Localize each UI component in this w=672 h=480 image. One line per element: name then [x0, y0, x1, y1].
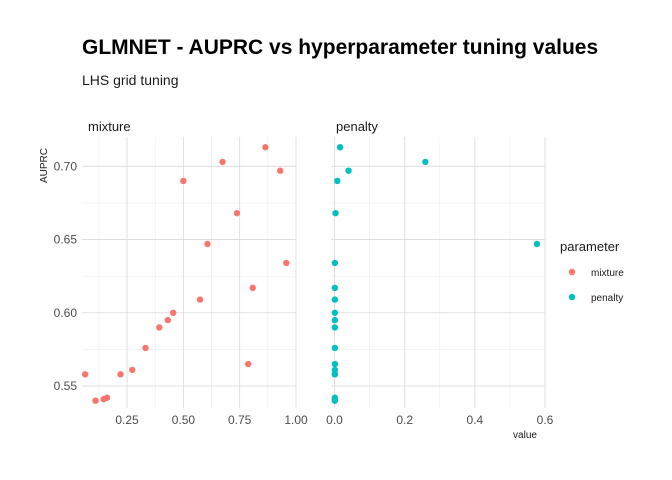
y-tick-label: 0.65: [54, 233, 78, 247]
data-point-penalty: [331, 316, 339, 324]
facet-label-penalty: penalty: [336, 119, 378, 134]
x-tick-label: 0.2: [396, 413, 413, 427]
data-point-penalty: [331, 366, 339, 374]
data-point-mixture: [249, 284, 256, 292]
data-point-mixture: [103, 394, 111, 401]
panel-mixture: 0.25 0.50 0.75 1.00 mixture: [81, 119, 308, 427]
data-point-penalty: [331, 397, 339, 404]
data-point-penalty: [422, 158, 429, 166]
data-point-mixture: [245, 360, 252, 368]
data-point-mixture: [233, 209, 241, 217]
y-tick-label: 0.70: [54, 159, 78, 173]
panel-penalty: 0.0 0.2 0.4 0.6 penalty: [326, 119, 553, 427]
legend-key-penalty: [568, 293, 576, 301]
data-point-mixture: [117, 371, 124, 378]
data-point-penalty: [331, 296, 339, 303]
data-point-penalty: [331, 309, 339, 316]
data-point-mixture: [129, 366, 136, 374]
data-point-mixture: [170, 309, 177, 316]
data-point-penalty: [334, 177, 341, 185]
chart-title: GLMNET - AUPRC vs hyperparameter tuning …: [82, 36, 599, 59]
data-point-mixture: [277, 167, 284, 174]
data-point-mixture: [156, 324, 163, 331]
data-point-mixture: [196, 296, 204, 303]
y-axis: 0.55 0.60 0.65 0.70: [54, 159, 78, 393]
data-point-penalty: [345, 167, 352, 174]
y-tick-label: 0.55: [54, 379, 78, 393]
data-point-penalty: [331, 259, 339, 267]
x-tick-label: 1.00: [284, 413, 308, 427]
data-point-mixture: [262, 144, 269, 151]
x-tick-label: 0.50: [172, 413, 196, 427]
data-point-mixture: [283, 259, 290, 267]
data-point-mixture: [81, 371, 89, 378]
data-point-mixture: [164, 316, 172, 324]
facet-panels: 0.25 0.50 0.75 1.00 mixture 0.0 0.2 0.4 0.6 penal…: [81, 119, 554, 427]
data-point-penalty: [331, 371, 339, 378]
legend-title: parameter: [560, 239, 620, 254]
data-point-penalty: [331, 344, 339, 352]
x-tick-label: 0.6: [537, 413, 554, 427]
x-tick-label: 0.4: [466, 413, 483, 427]
x-tick-label: 0.25: [115, 413, 139, 427]
legend-key-mixture: [568, 268, 576, 276]
y-axis-label: AUPRC: [39, 148, 50, 183]
data-point-penalty: [332, 209, 339, 217]
facet-label-mixture: mixture: [88, 119, 131, 134]
chart-subtitle: LHS grid tuning: [82, 72, 179, 88]
data-point-penalty: [336, 144, 344, 151]
data-point-mixture: [204, 240, 211, 248]
legend-label-penalty: penalty: [591, 293, 623, 304]
x-tick-label: 0.0: [326, 413, 343, 427]
data-point-penalty: [331, 360, 339, 368]
data-point-mixture: [142, 344, 149, 352]
data-point-mixture: [180, 177, 187, 185]
x-axis-label: value: [513, 430, 537, 441]
data-point-penalty: [331, 324, 339, 331]
data-point-penalty: [533, 240, 541, 248]
legend-label-mixture: mixture: [591, 268, 624, 279]
legend: parameter mixture penalty: [560, 239, 624, 304]
y-tick-label: 0.60: [54, 306, 78, 320]
data-point-mixture: [219, 158, 226, 166]
data-point-penalty: [331, 284, 339, 292]
x-tick-label: 0.75: [228, 413, 252, 427]
data-point-mixture: [92, 397, 99, 404]
